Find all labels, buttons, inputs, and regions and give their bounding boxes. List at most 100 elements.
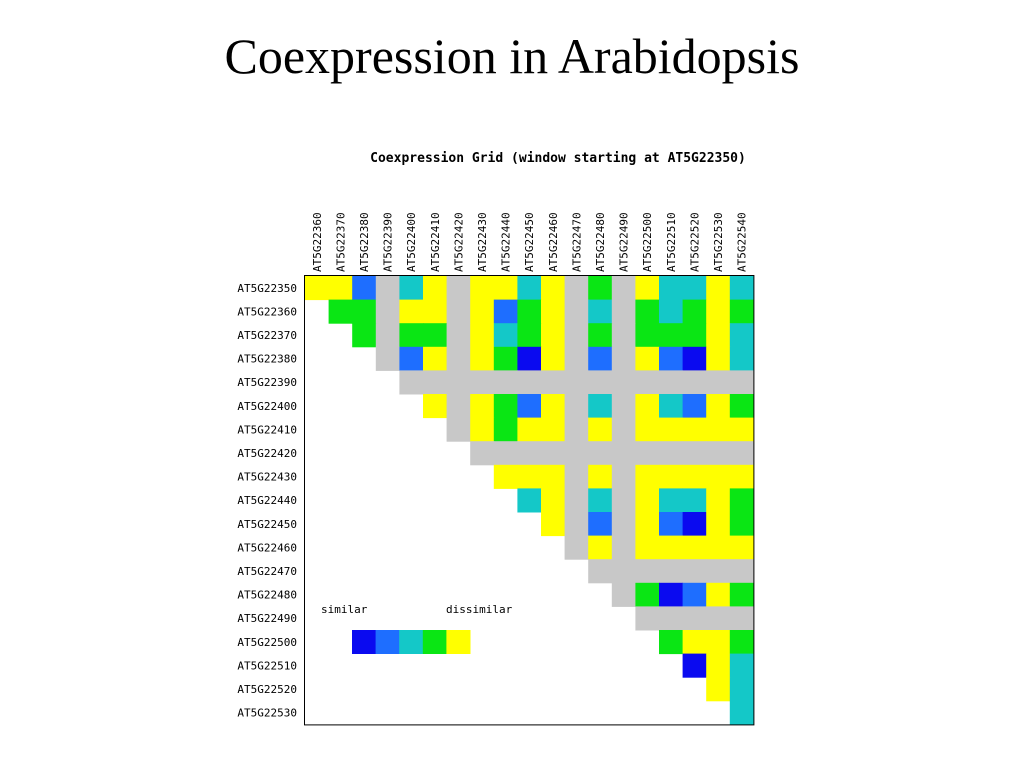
heatmap-cell (682, 346, 707, 371)
heatmap-cell (493, 299, 518, 324)
column-label: AT5G22420 (452, 212, 465, 272)
heatmap-cell (399, 346, 424, 371)
heatmap-cell (564, 370, 589, 395)
heatmap-cell (611, 299, 636, 324)
row-label: AT5G22470 (237, 565, 297, 578)
heatmap-cell (659, 323, 684, 348)
heatmap-cell (682, 559, 707, 584)
row-label: AT5G22460 (237, 541, 297, 554)
heatmap-cell (446, 276, 471, 301)
heatmap-cell (659, 346, 684, 371)
heatmap-cell (611, 441, 636, 466)
heatmap-cell (493, 464, 518, 489)
row-label: AT5G22530 (237, 707, 297, 720)
legend-swatches (352, 630, 471, 654)
column-label: AT5G22460 (547, 212, 560, 272)
heatmap-cell (493, 394, 518, 419)
row-label: AT5G22410 (237, 423, 297, 436)
heatmap-cell (611, 323, 636, 348)
heatmap-cell (423, 323, 448, 348)
heatmap-cell (635, 512, 660, 537)
heatmap-cell (611, 512, 636, 537)
heatmap-cell (564, 441, 589, 466)
heatmap-cell (611, 488, 636, 513)
heatmap-cell (659, 630, 684, 655)
heatmap-cell (682, 394, 707, 419)
legend-swatch (422, 630, 447, 654)
heatmap-cell (682, 630, 707, 655)
heatmap-cell (706, 441, 731, 466)
heatmap-cell (706, 512, 731, 537)
heatmap-cell (706, 582, 731, 607)
heatmap-cell (706, 370, 731, 395)
chart-title: Coexpression Grid (window starting at AT… (370, 151, 746, 166)
heatmap-cell (517, 276, 542, 301)
heatmap-cell (493, 370, 518, 395)
heatmap-cell (375, 276, 400, 301)
heatmap-cell (682, 488, 707, 513)
row-label: AT5G22490 (237, 612, 297, 625)
heatmap-cell (729, 700, 754, 725)
column-label: AT5G22390 (382, 212, 395, 272)
heatmap-cell (399, 299, 424, 324)
slide-title: Coexpression in Arabidopsis (224, 28, 800, 84)
heatmap-cell (682, 299, 707, 324)
heatmap-cell (706, 606, 731, 631)
heatmap-cell (517, 323, 542, 348)
heatmap-cells (305, 276, 754, 725)
heatmap-cell (375, 323, 400, 348)
heatmap-cell (541, 464, 566, 489)
heatmap-cell (682, 606, 707, 631)
heatmap-cell (659, 559, 684, 584)
heatmap-cell (611, 394, 636, 419)
heatmap-cell (399, 276, 424, 301)
heatmap-cell (659, 417, 684, 442)
column-label: AT5G22440 (500, 212, 513, 272)
column-label: AT5G22530 (712, 212, 725, 272)
heatmap-cell (729, 394, 754, 419)
heatmap-cell (470, 276, 495, 301)
column-label: AT5G22540 (736, 212, 749, 272)
heatmap-cell (564, 535, 589, 560)
column-label: AT5G22380 (358, 212, 371, 272)
heatmap-cell (470, 417, 495, 442)
heatmap-cell (305, 276, 330, 301)
heatmap-cell (328, 299, 353, 324)
heatmap-cell (399, 323, 424, 348)
heatmap-cell (564, 488, 589, 513)
heatmap-cell (659, 488, 684, 513)
heatmap-cell (493, 276, 518, 301)
heatmap-cell (470, 299, 495, 324)
heatmap-cell (729, 559, 754, 584)
heatmap-cell (682, 417, 707, 442)
heatmap-cell (517, 346, 542, 371)
heatmap-cell (611, 559, 636, 584)
heatmap-cell (541, 346, 566, 371)
heatmap-cell (517, 441, 542, 466)
column-label: AT5G22370 (334, 212, 347, 272)
heatmap-cell (706, 464, 731, 489)
heatmap-cell (729, 512, 754, 537)
heatmap-cell (635, 323, 660, 348)
legend-swatch (399, 630, 424, 654)
heatmap-cell (541, 370, 566, 395)
heatmap-cell (659, 464, 684, 489)
heatmap-cell (635, 346, 660, 371)
column-label: AT5G22510 (665, 212, 678, 272)
heatmap-cell (493, 417, 518, 442)
heatmap-cell (470, 441, 495, 466)
heatmap-cell (706, 299, 731, 324)
column-label: AT5G22360 (311, 212, 324, 272)
heatmap-cell (588, 464, 613, 489)
heatmap-cell (446, 323, 471, 348)
heatmap-cell (541, 394, 566, 419)
heatmap-cell (706, 535, 731, 560)
column-label: AT5G22500 (641, 212, 654, 272)
row-label: AT5G22350 (237, 282, 297, 295)
heatmap-cell (611, 417, 636, 442)
heatmap-cell (470, 394, 495, 419)
heatmap-cell (493, 441, 518, 466)
heatmap-cell (682, 370, 707, 395)
legend-swatch (352, 630, 377, 654)
